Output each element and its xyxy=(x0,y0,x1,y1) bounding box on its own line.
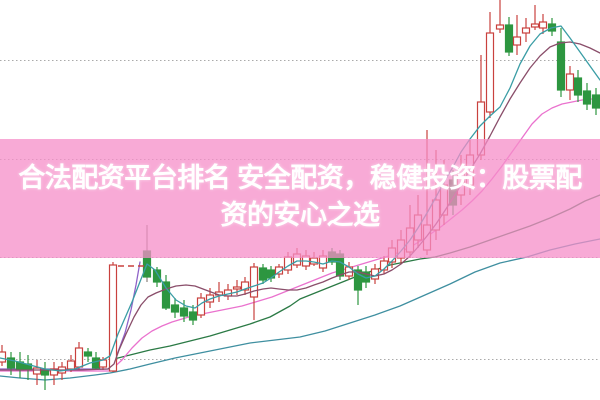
candle-body xyxy=(556,41,566,91)
candle-body xyxy=(485,32,495,113)
candle-body xyxy=(74,347,84,368)
candle-body xyxy=(0,351,7,363)
candle-body xyxy=(91,357,101,369)
candle-body xyxy=(495,24,505,30)
candle-body xyxy=(179,307,189,317)
candle-body xyxy=(591,94,600,109)
candle-body xyxy=(521,27,531,34)
candle-body xyxy=(66,360,76,370)
ma-line-maroon xyxy=(0,41,600,371)
candle-body xyxy=(538,21,548,29)
candle-body xyxy=(49,368,59,376)
candle-body xyxy=(274,266,284,275)
candle-body xyxy=(249,266,259,298)
candle-body xyxy=(108,264,118,372)
candle-body xyxy=(565,73,575,91)
candle-body xyxy=(232,286,242,290)
candle-body xyxy=(40,369,50,376)
ma-line-slow-teal xyxy=(0,238,600,381)
candle-body xyxy=(161,281,171,309)
candle-body xyxy=(152,269,162,283)
ma-line-fast-teal xyxy=(0,25,600,372)
candle-body xyxy=(258,267,268,281)
banner-title-line1: 合法配资平台排名 安全配资，稳健投资：股票配 xyxy=(18,163,582,193)
candle-body xyxy=(573,77,583,96)
title-banner: 合法配资平台排名 安全配资，稳健投资：股票配 资的安心之选 xyxy=(0,139,600,258)
candle-body xyxy=(196,297,206,316)
candle-body xyxy=(240,281,250,291)
candle-body xyxy=(512,36,522,46)
candle-body xyxy=(32,367,42,375)
candle-body xyxy=(6,357,16,369)
candle-body xyxy=(582,90,592,105)
candle-body xyxy=(353,269,363,291)
banner-title-line2: 资的安心之选 xyxy=(220,200,381,230)
candle-body xyxy=(83,351,93,357)
candle-body xyxy=(504,24,514,53)
candle-body xyxy=(188,311,198,321)
candle-body xyxy=(530,23,540,28)
candle-body xyxy=(170,304,180,313)
ma-line-violet-flat xyxy=(0,261,141,370)
